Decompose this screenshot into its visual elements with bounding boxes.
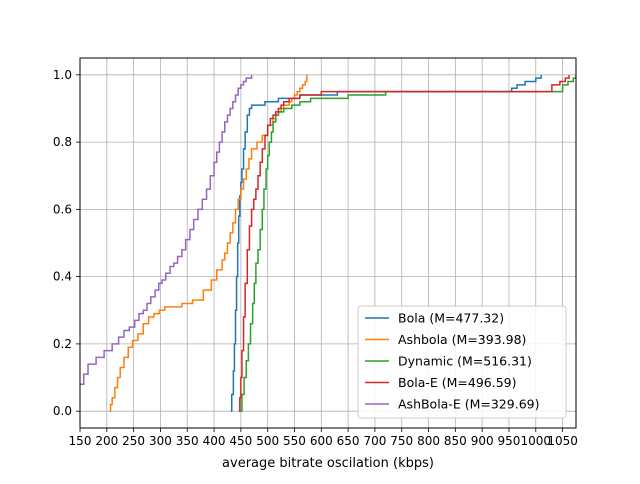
series-line-2	[239, 74, 576, 412]
x-tick-label: 700	[363, 434, 386, 448]
x-tick-label: 300	[149, 434, 172, 448]
y-tick-label: 0.8	[53, 135, 72, 149]
x-tick-label: 600	[310, 434, 333, 448]
x-tick-label: 900	[471, 434, 494, 448]
x-tick-label: 650	[337, 434, 360, 448]
x-tick-label: 550	[283, 434, 306, 448]
series-line-0	[230, 74, 542, 412]
legend-entry: AshBola-E (M=329.69)	[398, 397, 539, 412]
x-tick-label: 500	[256, 434, 279, 448]
x-tick-label: 750	[390, 434, 413, 448]
y-tick-label: 1.0	[53, 68, 72, 82]
y-tick-label: 0.0	[53, 404, 72, 418]
x-tick-label: 350	[176, 434, 199, 448]
x-tick-label: 200	[95, 434, 118, 448]
legend-entry: Bola-E (M=496.59)	[398, 375, 517, 390]
x-tick-label: 450	[229, 434, 252, 448]
y-tick-label: 0.2	[53, 337, 72, 351]
x-tick-label: 850	[444, 434, 467, 448]
series-line-1	[109, 74, 308, 412]
legend-entry: Bola (M=477.32)	[398, 311, 504, 326]
x-axis-label: average bitrate oscilation (kbps)	[222, 456, 434, 471]
x-tick-label: 950	[498, 434, 521, 448]
series-line-3	[238, 74, 570, 412]
x-tick-label: 250	[122, 434, 145, 448]
x-tick-label: 400	[203, 434, 226, 448]
x-tick-label: 1000	[521, 434, 552, 448]
x-tick-label: 800	[417, 434, 440, 448]
x-tick-label: 150	[69, 434, 92, 448]
plot-frame	[79, 57, 577, 429]
legend-entry: Dynamic (M=516.31)	[398, 354, 532, 369]
y-tick-label: 0.4	[53, 270, 72, 284]
y-tick-label: 0.6	[53, 202, 72, 216]
series-line-4	[80, 74, 253, 386]
legend-box	[357, 305, 567, 419]
legend-entry: Ashbola (M=393.98)	[398, 332, 526, 347]
ticks: 150 200 250 300 350 400 450 500 550 600 650 700 750 8…	[53, 68, 578, 448]
legend: Bola (M=477.32) Ashbola (M=393.98) Dynamic…	[357, 305, 567, 419]
series-group	[80, 74, 576, 412]
x-tick-label: 1050	[547, 434, 578, 448]
